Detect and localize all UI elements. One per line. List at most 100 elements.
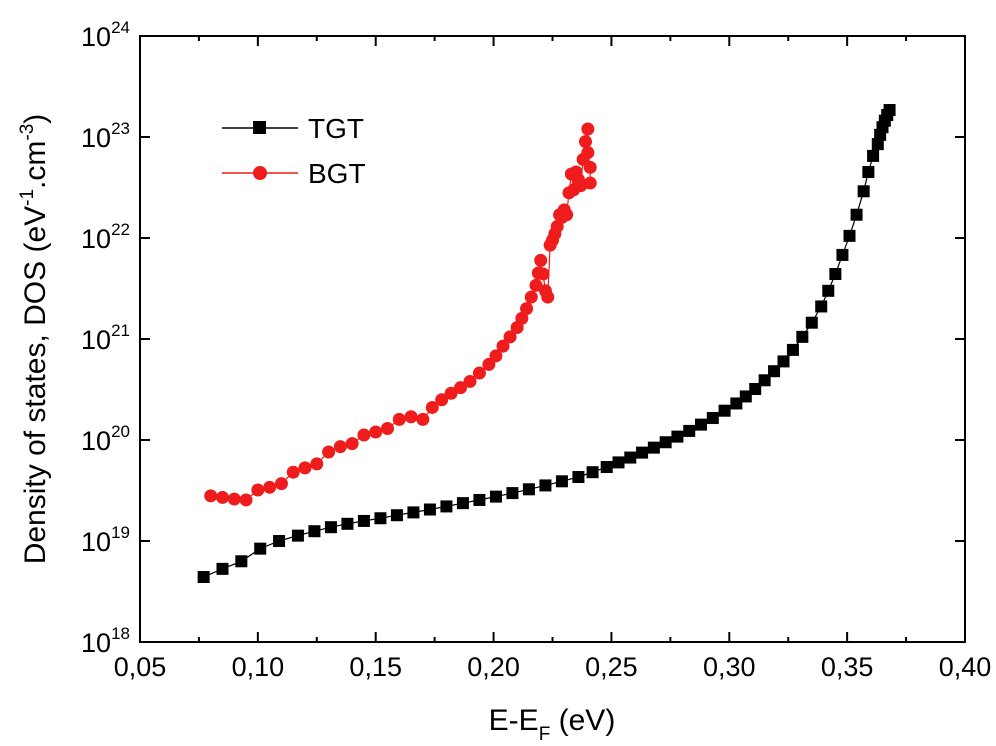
y-tick-label: 1022 (81, 220, 130, 254)
data-point-tgt (805, 316, 818, 329)
y-tick-label: 1018 (81, 624, 130, 658)
y-tick-label: 1021 (81, 321, 130, 355)
data-point-tgt (768, 365, 781, 378)
data-point-bgt (416, 412, 430, 426)
data-point-bgt (239, 493, 253, 507)
x-tick-label: 0,30 (703, 652, 756, 682)
data-point-bgt (322, 445, 336, 459)
y-tick-label: 1019 (81, 523, 130, 557)
data-point-bgt (251, 483, 265, 497)
legend-marker-bgt (253, 166, 267, 180)
legend-label-tgt: TGT (308, 113, 364, 144)
data-point-bgt (345, 437, 359, 451)
data-point-tgt (850, 208, 863, 221)
data-point-tgt (871, 138, 884, 151)
x-tick-labels: 0,05 0,10 0,15 0,20 0,25 0,30 0,35 0,40 (114, 652, 992, 682)
data-point-tgt (683, 424, 696, 437)
data-point-bgt (534, 253, 548, 267)
axis-ticks (139, 35, 966, 643)
data-point-bgt (496, 339, 510, 353)
data-point-tgt (612, 456, 625, 469)
data-point-bgt (425, 400, 439, 414)
data-point-tgt (254, 542, 267, 555)
x-tick-label: 0,25 (585, 652, 638, 682)
legend-item-bgt: BGT (222, 158, 366, 189)
legend-item-tgt: TGT (222, 113, 364, 144)
data-point-tgt (324, 521, 337, 534)
data-point-tgt (829, 268, 842, 281)
data-point-bgt (286, 465, 300, 479)
data-point-tgt (555, 475, 568, 488)
series-line-tgt (203, 109, 891, 578)
data-point-tgt (197, 571, 210, 584)
data-point-tgt (695, 418, 707, 431)
data-point-tgt (473, 493, 486, 506)
data-point-tgt (777, 355, 790, 368)
data-point-tgt (843, 229, 856, 242)
data-point-tgt (706, 412, 719, 425)
data-point-tgt (749, 382, 762, 395)
data-point-bgt (536, 267, 550, 281)
x-tick-label: 0,15 (349, 652, 402, 682)
data-point-tgt (407, 506, 420, 519)
data-point-bgt (472, 366, 486, 380)
data-point-tgt (572, 471, 585, 484)
data-point-bgt (310, 457, 324, 471)
data-point-bgt (482, 357, 496, 371)
y-axis-title: Density of states, DOS (eV-1.cm-3) (17, 114, 52, 565)
series-layer (197, 104, 896, 584)
data-point-bgt (541, 290, 555, 304)
data-point-tgt (423, 503, 436, 516)
data-point-bgt (529, 278, 543, 292)
data-point-bgt (520, 302, 534, 316)
data-point-tgt (857, 185, 870, 198)
data-point-bgt (435, 393, 449, 407)
data-point-tgt (308, 525, 321, 538)
data-point-bgt (274, 477, 288, 491)
y-tick-label: 1023 (81, 119, 130, 153)
data-point-tgt (539, 479, 552, 492)
y-tick-labels: 1018 1019 1020 1021 1022 1023 1024 (81, 18, 130, 658)
legend: TGT BGT (222, 113, 366, 189)
legend-label-bgt: BGT (308, 158, 366, 189)
data-point-bgt (357, 428, 371, 442)
data-point-tgt (341, 517, 354, 530)
data-point-bgt (463, 374, 477, 388)
data-point-bgt (263, 480, 277, 494)
data-point-tgt (456, 497, 469, 510)
data-point-tgt (600, 461, 613, 474)
data-point-tgt (718, 404, 731, 417)
data-point-bgt (579, 135, 592, 149)
data-point-tgt (815, 300, 828, 313)
legend-marker-tgt (253, 121, 266, 134)
data-point-tgt (522, 483, 535, 496)
data-point-bgt (524, 290, 538, 304)
data-point-tgt (390, 509, 403, 522)
data-point-tgt (291, 529, 304, 542)
data-point-tgt (867, 149, 880, 162)
data-point-tgt (374, 512, 387, 525)
data-point-bgt (560, 208, 574, 222)
data-point-bgt (515, 311, 529, 325)
y-tick-label: 1020 (81, 422, 130, 456)
data-point-bgt (583, 176, 597, 190)
data-point-tgt (216, 562, 229, 575)
data-point-tgt (235, 555, 248, 568)
data-point-bgt (583, 160, 597, 174)
data-point-bgt (581, 122, 595, 136)
x-tick-label: 0,35 (821, 652, 874, 682)
data-point-bgt (581, 146, 595, 160)
data-point-bgt (369, 425, 383, 439)
data-point-bgt (204, 489, 218, 503)
data-point-bgt (454, 381, 468, 395)
data-point-tgt (357, 514, 370, 527)
series-bgt (204, 122, 597, 507)
x-tick-label: 0,20 (467, 652, 520, 682)
data-point-tgt (883, 104, 896, 117)
data-point-tgt (796, 330, 809, 343)
data-point-tgt (506, 487, 519, 500)
series-tgt (197, 104, 896, 584)
data-point-tgt (647, 441, 660, 454)
data-point-tgt (659, 436, 672, 449)
